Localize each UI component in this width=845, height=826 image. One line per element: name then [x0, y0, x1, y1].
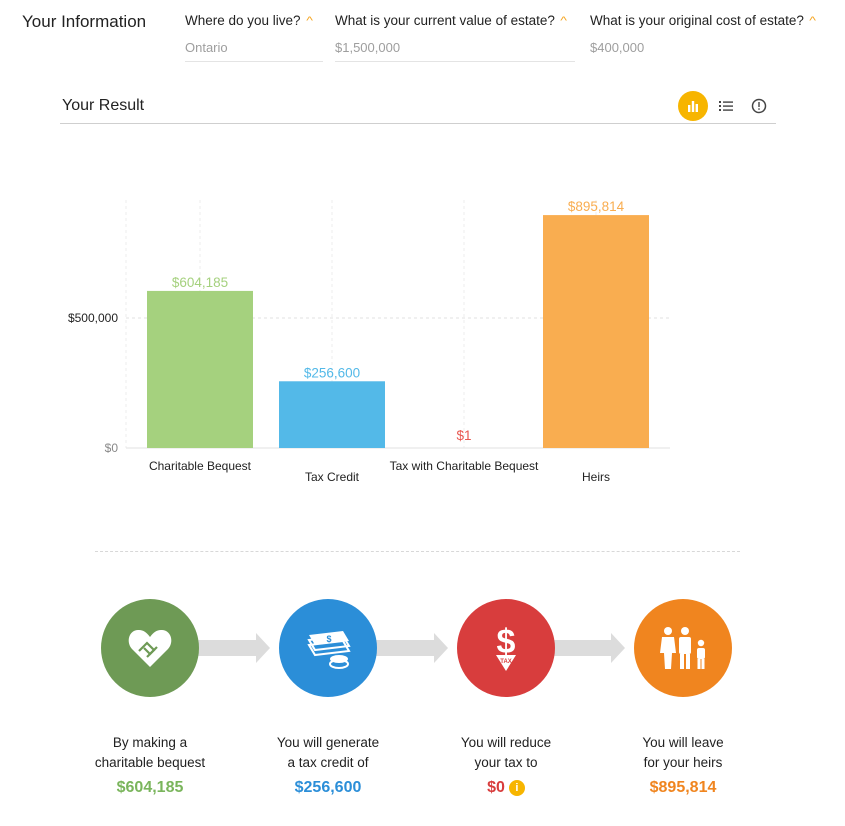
- tax-credit-step-circle: $: [279, 599, 377, 697]
- your-information-title: Your Information: [22, 12, 147, 31]
- data-label: $604,185: [172, 275, 228, 290]
- tax-reduction-step-text: You will reduce your tax to: [460, 735, 552, 770]
- tax-credit-step-text: You will generate a tax credit of: [276, 735, 380, 770]
- tax-reduction-step-circle: $ TAX: [457, 599, 555, 697]
- y-tick-label: $500,000: [68, 311, 118, 325]
- chart-icon: [688, 101, 698, 112]
- category-label: Heirs: [582, 470, 610, 484]
- bar: [543, 215, 649, 448]
- your-result-title: Your Result: [62, 97, 145, 114]
- current-value-field[interactable]: What is your current value of estate? ^ $…: [335, 13, 575, 62]
- current-value-input[interactable]: $1,500,000: [335, 40, 575, 62]
- data-label: $256,600: [304, 365, 360, 380]
- bar: [147, 290, 253, 448]
- category-label: Tax Credit: [305, 470, 360, 484]
- location-field[interactable]: Where do you live? ^ Ontario: [185, 13, 323, 62]
- category-label: Charitable Bequest: [149, 459, 252, 473]
- result-divider: [60, 123, 776, 124]
- bar: [279, 381, 385, 448]
- current-value-label: What is your current value of estate?: [335, 13, 555, 28]
- section-divider: [95, 551, 740, 552]
- family-icon: [660, 627, 705, 669]
- original-cost-label: What is your original cost of estate?: [590, 13, 804, 28]
- tax-credit-amount: $256,600: [294, 779, 362, 796]
- heirs-step-circle: [634, 599, 732, 697]
- heart-hands-icon: [128, 629, 172, 667]
- info-icon[interactable]: i: [508, 779, 525, 796]
- reduced-tax-amount-wrap: $0 i: [426, 779, 586, 797]
- step-arrow: [198, 633, 270, 663]
- list-view-button[interactable]: [711, 91, 741, 121]
- chevron-up-icon[interactable]: ^: [305, 14, 313, 27]
- bequest-step-circle: [101, 599, 199, 697]
- bequest-step-text: By making a charitable bequest: [94, 735, 206, 770]
- original-cost-input[interactable]: $400,000: [590, 40, 645, 55]
- heirs-step-text: You will leave for your heirs: [642, 735, 724, 770]
- step-arrow: [553, 633, 625, 663]
- list-icon: [719, 101, 733, 111]
- tax-dollar-icon: $ TAX: [496, 623, 516, 671]
- chevron-up-icon[interactable]: ^: [560, 14, 567, 27]
- data-label: $1: [456, 428, 471, 443]
- location-value[interactable]: Ontario: [185, 40, 323, 62]
- y-tick-label: $0: [105, 441, 119, 455]
- svg-text:$: $: [326, 634, 331, 644]
- result-bar-chart: $0 $500,000 $604,185 Charitable Bequest $256…: [68, 199, 670, 484]
- reduced-tax-amount: $0: [487, 779, 505, 796]
- data-label: $895,814: [568, 199, 625, 214]
- info-icon: [751, 98, 767, 114]
- bequest-amount: $604,185: [116, 779, 184, 796]
- chevron-up-icon[interactable]: ^: [809, 14, 816, 27]
- chart-view-button[interactable]: [678, 91, 708, 121]
- heirs-amount: $895,814: [649, 779, 717, 796]
- info-view-button[interactable]: [744, 91, 774, 121]
- original-cost-field[interactable]: What is your original cost of estate? ^ $…: [590, 13, 830, 61]
- svg-text:$: $: [497, 623, 516, 661]
- category-label: Tax with Charitable Bequest: [390, 459, 539, 473]
- svg-text:TAX: TAX: [500, 659, 512, 665]
- money-stack-icon: $: [307, 631, 351, 669]
- step-arrow: [376, 633, 448, 663]
- location-label: Where do you live?: [185, 13, 301, 28]
